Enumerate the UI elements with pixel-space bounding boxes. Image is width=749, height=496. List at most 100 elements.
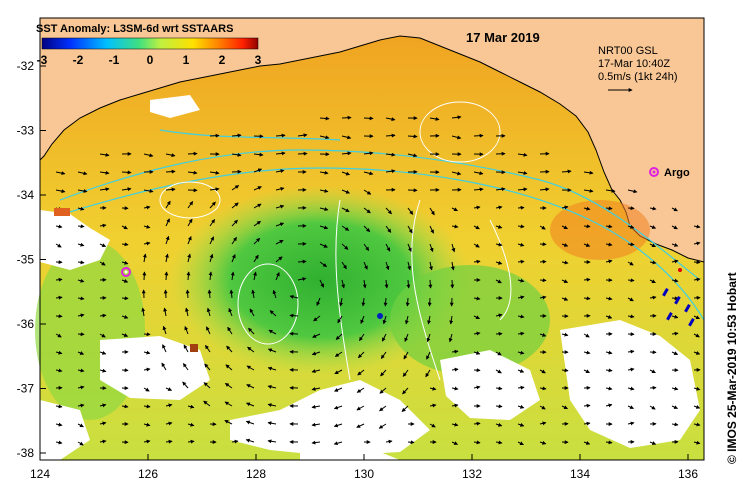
current-vector-arrow: [268, 329, 277, 335]
current-vectors: [55, 115, 701, 446]
current-vector-arrow: [627, 224, 635, 229]
current-vector-arrow: [246, 384, 255, 389]
current-vector-arrow: [165, 387, 173, 391]
current-vector-arrow: [450, 279, 455, 289]
current-vector-arrow: [77, 423, 84, 428]
current-vector-arrow: [99, 350, 107, 355]
current-vector-arrow: [163, 307, 168, 317]
current-vector-arrow: [143, 153, 154, 158]
current-vector-arrow: [253, 168, 263, 173]
current-vector-arrow: [253, 186, 262, 191]
current-vector-arrow: [495, 386, 503, 391]
current-vector-arrow: [55, 404, 63, 409]
current-vector-arrow: [187, 253, 192, 263]
colorbar-tick-label: -1: [109, 53, 120, 67]
current-vector-arrow: [429, 116, 440, 121]
current-vector-arrow: [99, 333, 106, 338]
current-vector-arrow: [448, 333, 453, 343]
current-vector-arrow: [627, 405, 635, 409]
warm-anomaly-east: [550, 200, 650, 260]
current-vector-arrow: [451, 422, 459, 427]
current-vector-arrow: [183, 344, 189, 353]
current-vector-arrow: [275, 133, 286, 138]
current-vector-arrow: [187, 151, 198, 156]
current-vector-arrow: [451, 135, 462, 140]
current-vector-arrow: [473, 171, 484, 176]
current-vector-arrow: [289, 294, 299, 299]
current-vector-arrow: [165, 403, 173, 408]
current-vector-arrow: [517, 314, 525, 319]
current-vector-arrow: [275, 151, 286, 156]
current-vector-arrow: [539, 440, 547, 445]
current-vector-arrow: [319, 207, 329, 212]
current-vector-arrow: [428, 279, 433, 289]
current-vector-arrow: [99, 261, 106, 266]
current-vector-arrow: [385, 117, 396, 122]
current-vector-arrow: [143, 224, 151, 229]
current-vector-arrow: [230, 271, 235, 281]
current-vector-arrow: [206, 307, 211, 317]
current-vector-arrow: [627, 421, 635, 426]
current-vector-arrow: [224, 382, 233, 389]
current-vector-arrow: [341, 189, 351, 194]
current-vector-arrow: [203, 400, 211, 407]
current-vector-arrow: [224, 401, 233, 407]
current-vector-arrow: [583, 224, 591, 229]
current-vector-arrow: [231, 219, 238, 227]
current-vector-arrow: [231, 253, 236, 263]
latitude-tick-label: -36: [17, 317, 35, 331]
current-vector-arrow: [517, 422, 525, 427]
current-vector-arrow: [267, 439, 277, 444]
current-vector-arrow: [333, 387, 343, 392]
current-vector-arrow: [379, 405, 387, 412]
current-vector-arrow: [269, 310, 277, 317]
current-vector-arrow: [539, 187, 550, 192]
colorbar-gradient: [41, 37, 259, 50]
current-vector-arrow: [77, 260, 85, 265]
current-vector-arrow: [363, 243, 370, 252]
current-vector-arrow: [99, 368, 107, 373]
current-vector-arrow: [163, 289, 168, 299]
current-vector-arrow: [380, 351, 387, 360]
current-vector-arrow: [99, 439, 107, 444]
current-vector-arrow: [182, 381, 189, 389]
argo-marker-east[interactable]: [649, 167, 659, 177]
current-vector-arrow: [450, 261, 455, 271]
current-vector-arrow: [693, 351, 701, 355]
current-vector-arrow: [77, 296, 85, 301]
current-vector-arrow: [473, 259, 481, 264]
current-vector-arrow: [187, 170, 198, 175]
current-vector-arrow: [186, 271, 191, 281]
longitude-tick-label: 128: [246, 467, 266, 481]
current-vector-arrow: [165, 218, 170, 227]
current-vector-arrow: [495, 369, 502, 374]
current-vector-arrow: [334, 351, 343, 357]
longitude-tick-label: 134: [570, 467, 590, 481]
current-vector-arrow: [473, 350, 481, 355]
current-vector-arrow: [561, 260, 569, 265]
current-vector-arrow: [165, 153, 176, 158]
current-vector-arrow: [55, 422, 63, 427]
current-vector-arrow: [356, 405, 365, 411]
current-vector-arrow: [427, 297, 432, 307]
current-vector-arrow: [341, 279, 346, 289]
current-vector-arrow: [253, 237, 261, 245]
current-vector-arrow: [407, 134, 418, 139]
current-vector-arrow: [341, 243, 349, 250]
current-vector-arrow: [473, 225, 480, 230]
current-vector-arrow: [161, 362, 167, 371]
current-vector-arrow: [407, 225, 413, 234]
current-vector-arrow: [209, 201, 216, 209]
current-vector-arrow: [405, 297, 410, 307]
map-title: SST Anomaly: L3SM-6d wrt SSTAARS: [36, 23, 233, 35]
argo-marker-west[interactable]: [121, 267, 131, 277]
current-vector-arrow: [473, 440, 481, 445]
current-vector-arrow: [185, 289, 190, 299]
current-vector-arrow: [517, 170, 528, 175]
current-vector-arrow: [363, 225, 371, 233]
colorbar-tick-label: 1: [183, 53, 190, 67]
current-vector-arrow: [671, 207, 678, 212]
current-vector-arrow: [165, 235, 170, 245]
current-vector-arrow: [583, 206, 591, 211]
current-vector-arrow: [517, 152, 528, 157]
